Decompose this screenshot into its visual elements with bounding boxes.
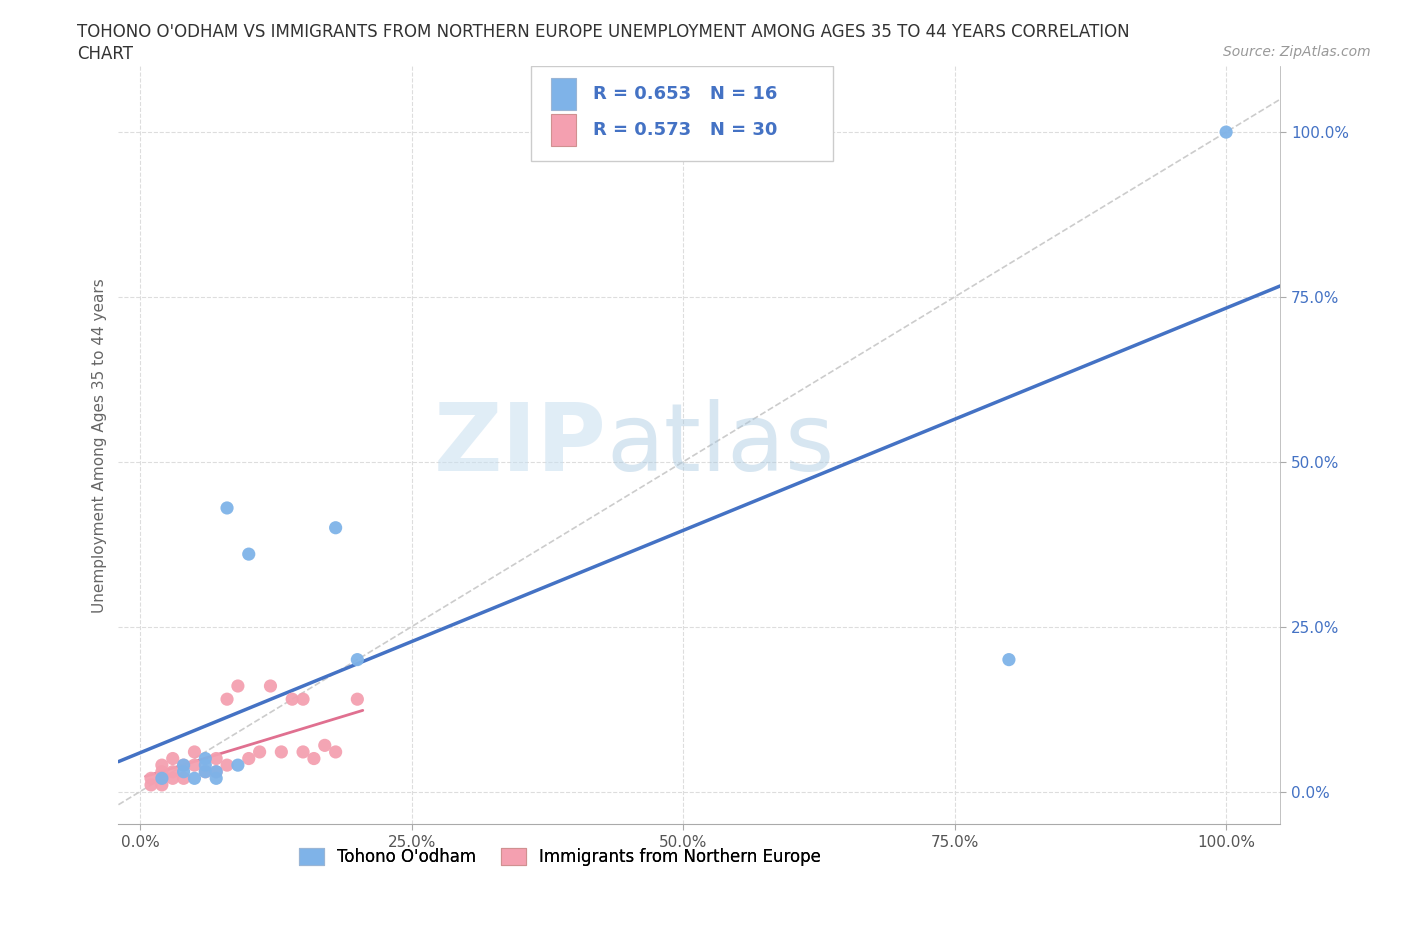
Point (205, 751, 228, 766)
Point (238, 547, 260, 562)
Point (226, 758, 249, 773)
FancyBboxPatch shape (551, 78, 576, 110)
Point (183, 771, 205, 786)
Point (215, 692, 238, 707)
Point (183, 745, 205, 760)
Point (150, 771, 173, 786)
FancyBboxPatch shape (551, 114, 576, 146)
Legend: Tohono O'odham, Immigrants from Northern Europe: Tohono O'odham, Immigrants from Northern… (292, 842, 828, 873)
Point (281, 692, 304, 707)
Point (150, 764, 173, 779)
Text: TOHONO O'ODHAM VS IMMIGRANTS FROM NORTHERN EUROPE UNEMPLOYMENT AMONG AGES 35 TO : TOHONO O'ODHAM VS IMMIGRANTS FROM NORTHE… (77, 23, 1130, 41)
Point (346, 652, 368, 667)
Point (205, 764, 228, 779)
Point (215, 758, 238, 773)
Point (139, 777, 162, 792)
Point (249, 745, 271, 760)
Point (998, 652, 1021, 667)
Text: ZIP: ZIP (433, 399, 606, 491)
Text: Source: ZipAtlas.com: Source: ZipAtlas.com (1223, 45, 1371, 59)
Point (346, 692, 368, 707)
Text: CHART: CHART (77, 45, 134, 62)
Point (325, 520, 347, 535)
Point (314, 737, 336, 752)
Point (194, 764, 217, 779)
Point (173, 764, 195, 779)
FancyBboxPatch shape (531, 66, 832, 161)
Text: R = 0.653   N = 16: R = 0.653 N = 16 (592, 86, 778, 103)
Point (173, 758, 195, 773)
Point (205, 764, 228, 779)
Point (183, 758, 205, 773)
Text: R = 0.573   N = 30: R = 0.573 N = 30 (592, 121, 778, 139)
Point (162, 771, 184, 786)
Point (302, 751, 325, 766)
Point (1215, 125, 1237, 140)
Point (270, 745, 292, 760)
Point (150, 758, 173, 773)
Y-axis label: Unemployment Among Ages 35 to 44 years: Unemployment Among Ages 35 to 44 years (93, 278, 107, 613)
Point (205, 771, 228, 786)
Point (292, 692, 315, 707)
Point (325, 745, 347, 760)
Point (173, 758, 195, 773)
Point (292, 745, 315, 760)
Point (226, 679, 249, 694)
Point (139, 771, 162, 786)
Point (173, 771, 195, 786)
Point (215, 500, 238, 515)
Point (259, 679, 281, 694)
Text: atlas: atlas (606, 399, 835, 491)
Point (194, 758, 217, 773)
Point (162, 751, 184, 766)
Point (150, 771, 173, 786)
Point (194, 751, 217, 766)
Point (194, 764, 217, 779)
Point (162, 764, 184, 779)
Point (150, 777, 173, 792)
Point (238, 751, 260, 766)
